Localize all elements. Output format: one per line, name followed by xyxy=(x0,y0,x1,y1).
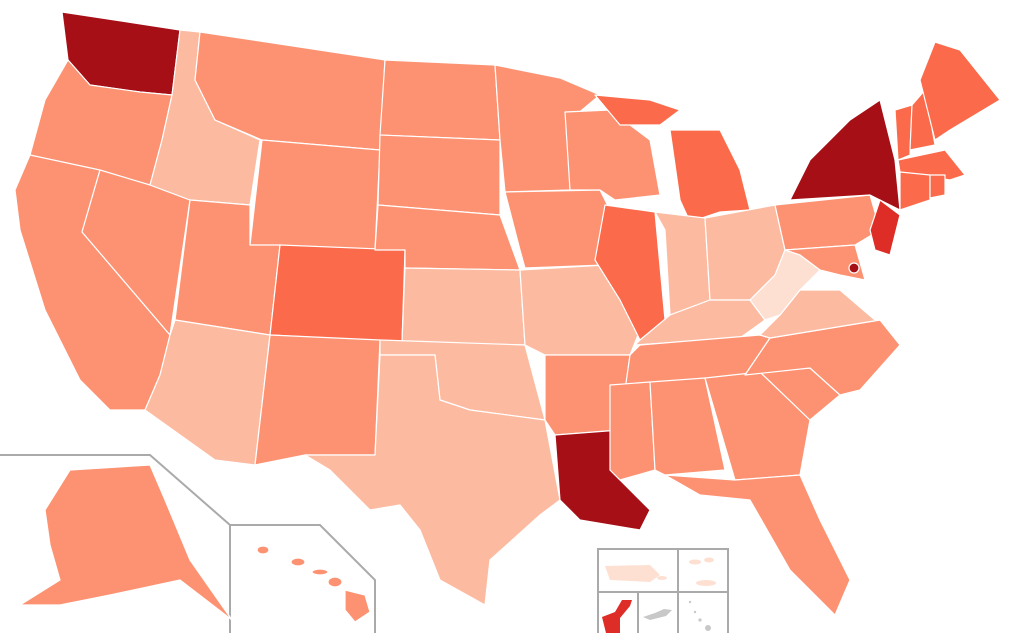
state-ND[interactable] xyxy=(379,59,501,141)
territory-AS[interactable] xyxy=(643,609,672,620)
state-RI[interactable] xyxy=(929,174,946,199)
state-TX[interactable] xyxy=(304,354,561,606)
state-SD[interactable] xyxy=(377,134,501,216)
state-PA[interactable] xyxy=(774,194,881,251)
hawaii-inset-border xyxy=(230,524,376,633)
state-AL[interactable] xyxy=(649,377,726,476)
state-NH[interactable] xyxy=(909,89,936,151)
state-DC[interactable] xyxy=(848,262,860,274)
state-HI-kauai[interactable] xyxy=(256,545,270,555)
territory-MP[interactable] xyxy=(705,625,711,631)
territory-MP-group xyxy=(688,600,711,631)
state-AK[interactable] xyxy=(19,464,233,621)
state-CT[interactable] xyxy=(899,171,931,211)
territory-MP[interactable] xyxy=(698,618,702,622)
state-NJ[interactable] xyxy=(869,199,901,256)
territory-VI-north2[interactable] xyxy=(704,557,714,563)
territory-MP[interactable] xyxy=(688,600,692,604)
state-NV[interactable] xyxy=(81,169,191,336)
state-HI-oahu[interactable] xyxy=(290,557,306,567)
territory-PR[interactable] xyxy=(605,565,660,582)
state-MA[interactable] xyxy=(897,149,966,181)
state-VT[interactable] xyxy=(894,104,913,161)
territory-GU[interactable] xyxy=(602,600,632,633)
state-ME[interactable] xyxy=(919,41,1001,141)
state-HI-molokai[interactable] xyxy=(311,568,329,576)
state-KS[interactable] xyxy=(401,267,526,346)
state-HI-big-island[interactable] xyxy=(344,589,371,623)
state-WY[interactable] xyxy=(249,139,381,251)
state-FL[interactable] xyxy=(664,474,851,616)
alaska-inset-border xyxy=(0,454,231,633)
territory-PR-vieques[interactable] xyxy=(657,576,667,580)
territory-MP[interactable] xyxy=(693,610,697,614)
state-MI-upper[interactable] xyxy=(594,94,681,126)
territories-inset xyxy=(597,548,729,633)
state-NY[interactable] xyxy=(789,99,901,211)
state-NM[interactable] xyxy=(254,334,381,466)
territory-VI-north[interactable] xyxy=(689,559,701,565)
state-MI[interactable] xyxy=(669,129,751,223)
territory-VI-croix[interactable] xyxy=(696,580,716,586)
state-MD[interactable] xyxy=(784,244,866,281)
state-HI-group xyxy=(256,545,371,623)
state-MS[interactable] xyxy=(609,381,656,481)
state-HI-maui[interactable] xyxy=(327,576,343,588)
state-CO[interactable] xyxy=(269,244,406,343)
